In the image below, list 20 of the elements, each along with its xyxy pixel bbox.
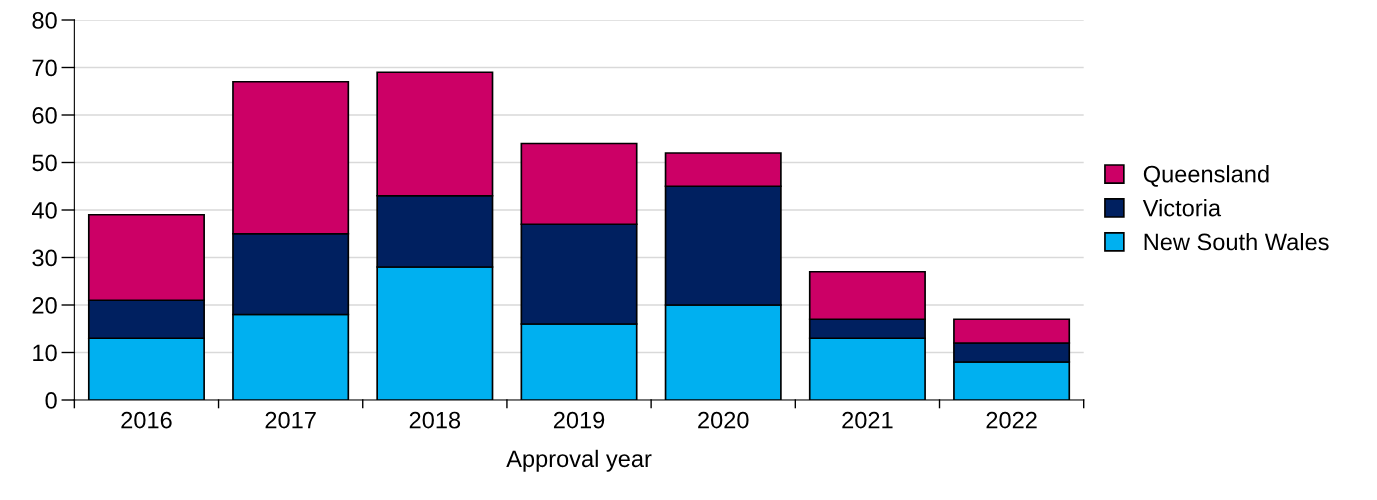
y-tick-label: 0 bbox=[45, 392, 57, 409]
x-tick-label: 2022 bbox=[986, 411, 1037, 429]
x-tick-label: 2018 bbox=[409, 411, 461, 429]
legend-label: New South Wales bbox=[1144, 233, 1329, 251]
legend-label: Victoria bbox=[1142, 199, 1222, 217]
x-tick-label: 2016 bbox=[121, 411, 172, 429]
y-tick-label: 60 bbox=[32, 107, 57, 124]
y-tick-label: 80 bbox=[32, 12, 57, 29]
y-tick-label: 10 bbox=[33, 344, 57, 362]
y-tick-label: 40 bbox=[31, 202, 57, 219]
x-tick-label: 2021 bbox=[842, 411, 893, 429]
x-tick-label: 2020 bbox=[698, 411, 749, 429]
y-tick-label: 30 bbox=[32, 249, 57, 267]
y-tick-label: 50 bbox=[32, 154, 57, 172]
x-tick-label: 2017 bbox=[265, 411, 316, 429]
x-tick-label: 2019 bbox=[553, 411, 605, 429]
legend-label: Queensland bbox=[1143, 165, 1269, 187]
y-tick-label: 20 bbox=[32, 297, 57, 314]
y-tick-label: 70 bbox=[32, 59, 57, 77]
x-axis-title: Approval year bbox=[506, 449, 652, 472]
